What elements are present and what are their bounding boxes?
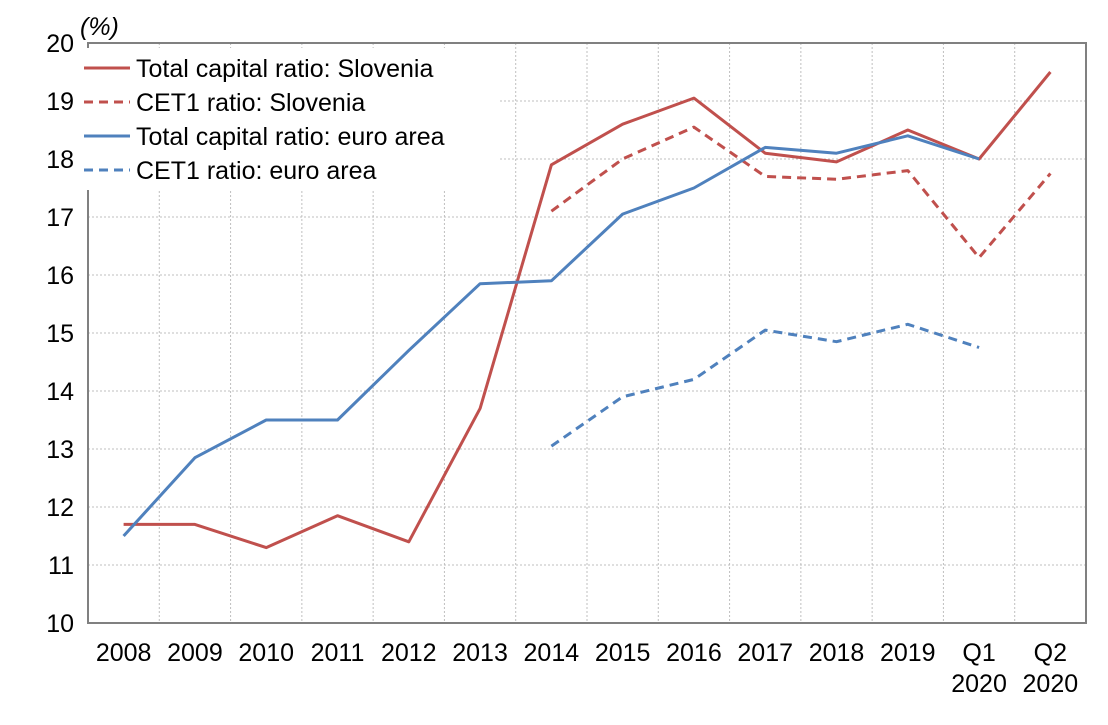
x-tick-label: Q2 — [1034, 639, 1067, 667]
x-tick-label: 2018 — [809, 639, 865, 667]
y-tick-label: 17 — [46, 204, 74, 232]
x-tick-label: 2016 — [666, 639, 722, 667]
y-axis-unit-label: (%) — [80, 13, 119, 41]
legend-entry-label: CET1 ratio: euro area — [136, 157, 376, 185]
x-tick-label: 2014 — [524, 639, 580, 667]
x-tick-label: 2008 — [96, 639, 152, 667]
x-tick-label: 2017 — [737, 639, 793, 667]
series-line-cet1-ratio-slovenia — [550, 125, 1052, 260]
y-tick-label: 10 — [46, 610, 74, 638]
y-tick-label: 11 — [48, 552, 74, 580]
x-tick-label: Q1 — [962, 639, 995, 667]
x-tick-label: 2013 — [452, 639, 508, 667]
legend-entry-label: CET1 ratio: Slovenia — [136, 89, 365, 117]
x-tick-label: 2020 — [951, 670, 1007, 698]
series-line-total-capital-ratio-slovenia — [123, 71, 1052, 550]
x-tick-label: 2019 — [880, 639, 936, 667]
legend: Total capital ratio: Slovenia CET1 ratio:… — [78, 48, 498, 190]
x-tick-label: 2015 — [595, 639, 651, 667]
series-line-total-capital-ratio-euro-area — [122, 134, 980, 538]
legend-background — [78, 48, 498, 190]
plot-area-frame — [87, 42, 1087, 624]
legend-entry-label: Total capital ratio: euro area — [136, 123, 445, 151]
x-tick-label: 2010 — [238, 639, 294, 667]
y-tick-label: 15 — [46, 320, 74, 348]
y-tick-label: 19 — [46, 88, 74, 116]
y-tick-label: 20 — [46, 30, 74, 58]
y-tick-label: 12 — [46, 494, 74, 522]
x-tick-label: 2012 — [381, 639, 437, 667]
legend-entry-label: Total capital ratio: Slovenia — [136, 55, 433, 83]
x-tick-label: 2020 — [1023, 670, 1079, 698]
x-tick-label: 2011 — [311, 639, 365, 667]
y-tick-label: 18 — [46, 146, 74, 174]
x-axis-tick-labels: 2008 2009 2010 2011 2012 2013 2014 2015 2016 2017… — [96, 639, 1078, 698]
series-lines — [122, 71, 1052, 550]
y-tick-label: 14 — [46, 378, 74, 406]
series-line-cet1-ratio-euro-area — [550, 322, 980, 448]
y-axis-tick-labels: 10 11 12 13 14 15 16 17 18 19 20 — [46, 30, 74, 638]
y-tick-label: 16 — [46, 262, 74, 290]
x-tick-label: 2009 — [167, 639, 223, 667]
y-tick-label: 13 — [46, 436, 74, 464]
